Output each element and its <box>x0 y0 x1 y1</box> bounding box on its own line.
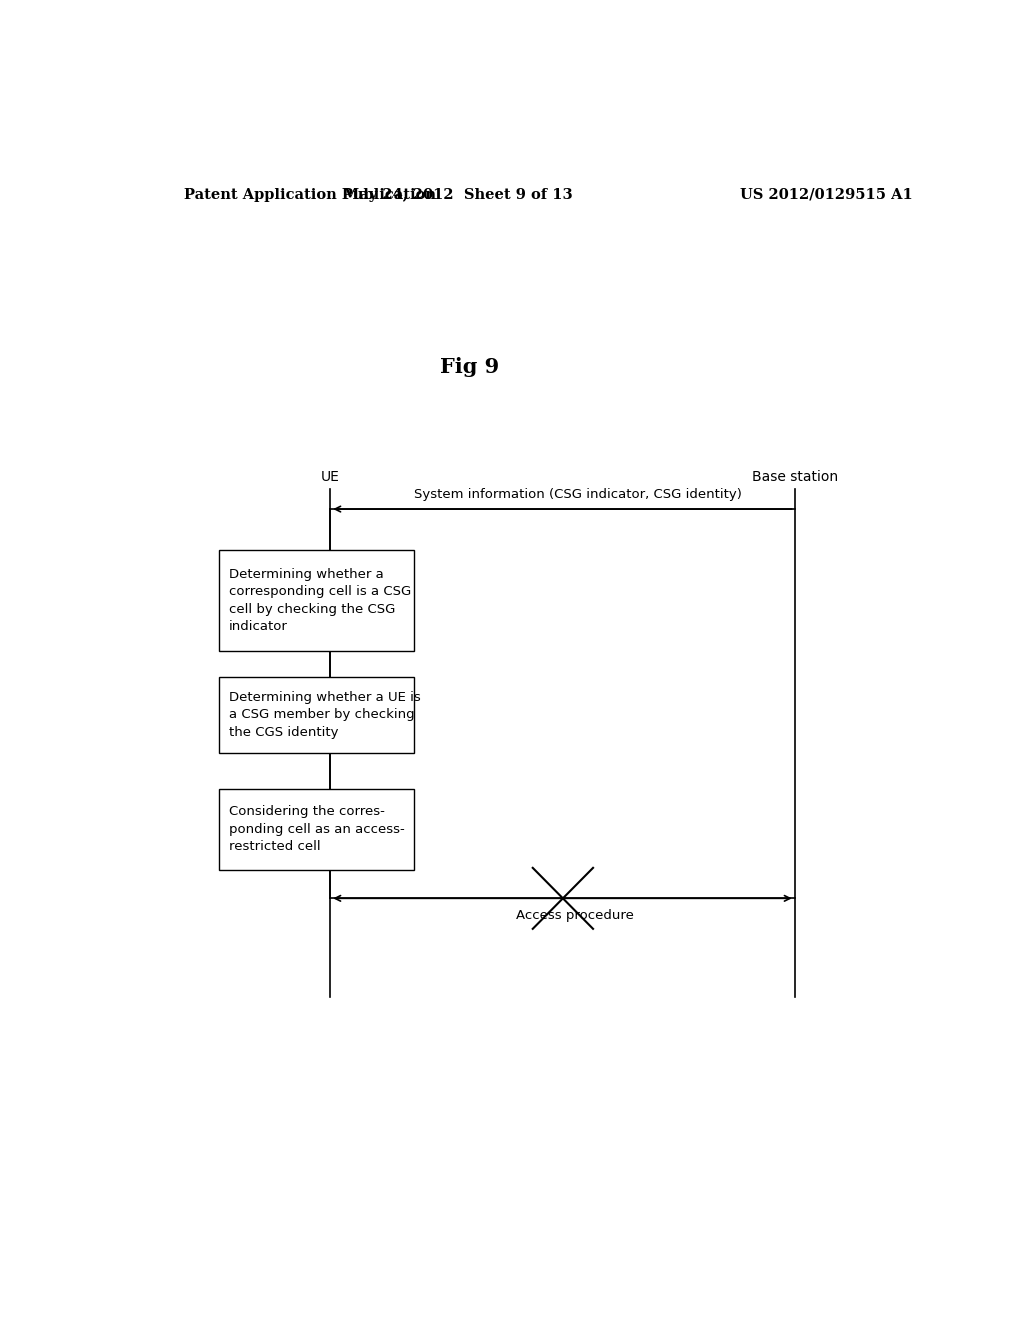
Text: May 24, 2012  Sheet 9 of 13: May 24, 2012 Sheet 9 of 13 <box>343 187 572 202</box>
Text: US 2012/0129515 A1: US 2012/0129515 A1 <box>740 187 912 202</box>
Bar <box>219 788 414 870</box>
Text: System information (CSG indicator, CSG identity): System information (CSG indicator, CSG i… <box>415 488 742 500</box>
Bar <box>219 677 414 752</box>
Text: Base station: Base station <box>752 470 838 483</box>
Text: Determining whether a
corresponding cell is a CSG
cell by checking the CSG
indic: Determining whether a corresponding cell… <box>228 568 411 634</box>
Text: Patent Application Publication: Patent Application Publication <box>183 187 435 202</box>
Text: UE: UE <box>321 470 340 483</box>
Text: Fig 9: Fig 9 <box>439 356 499 376</box>
Text: Access procedure: Access procedure <box>516 908 634 921</box>
Bar <box>219 549 414 651</box>
Text: Determining whether a UE is
a CSG member by checking
the CGS identity: Determining whether a UE is a CSG member… <box>228 690 421 739</box>
Text: Considering the corres-
ponding cell as an access-
restricted cell: Considering the corres- ponding cell as … <box>228 805 404 853</box>
